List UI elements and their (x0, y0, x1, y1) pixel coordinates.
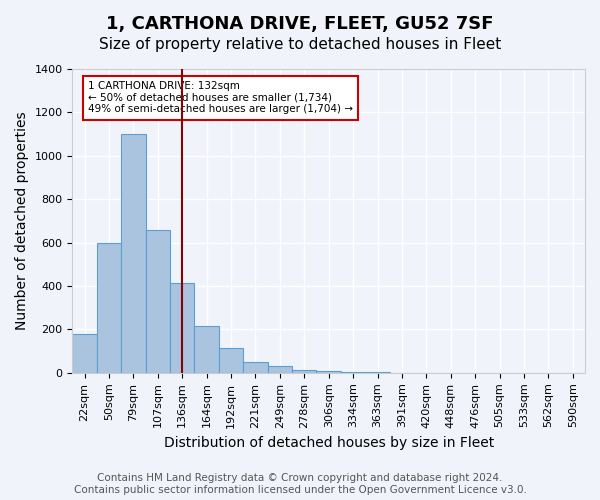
Text: 1 CARTHONA DRIVE: 132sqm
← 50% of detached houses are smaller (1,734)
49% of sem: 1 CARTHONA DRIVE: 132sqm ← 50% of detach… (88, 81, 353, 114)
Bar (341, 372, 365, 373)
Bar (121, 134, 146, 373)
Bar (146, 230, 170, 373)
Bar (170, 283, 194, 373)
Text: Size of property relative to detached houses in Fleet: Size of property relative to detached ho… (99, 38, 501, 52)
Y-axis label: Number of detached properties: Number of detached properties (15, 112, 29, 330)
Text: Contains HM Land Registry data © Crown copyright and database right 2024.
Contai: Contains HM Land Registry data © Crown c… (74, 474, 526, 495)
Text: 1, CARTHONA DRIVE, FLEET, GU52 7SF: 1, CARTHONA DRIVE, FLEET, GU52 7SF (106, 15, 494, 33)
Bar (243, 362, 268, 373)
Bar (268, 366, 292, 373)
Bar (194, 326, 219, 373)
X-axis label: Distribution of detached houses by size in Fleet: Distribution of detached houses by size … (164, 436, 494, 450)
Bar (73, 334, 97, 373)
Bar (219, 348, 243, 373)
Bar (316, 371, 341, 373)
Bar (97, 242, 121, 373)
Bar (292, 370, 316, 373)
